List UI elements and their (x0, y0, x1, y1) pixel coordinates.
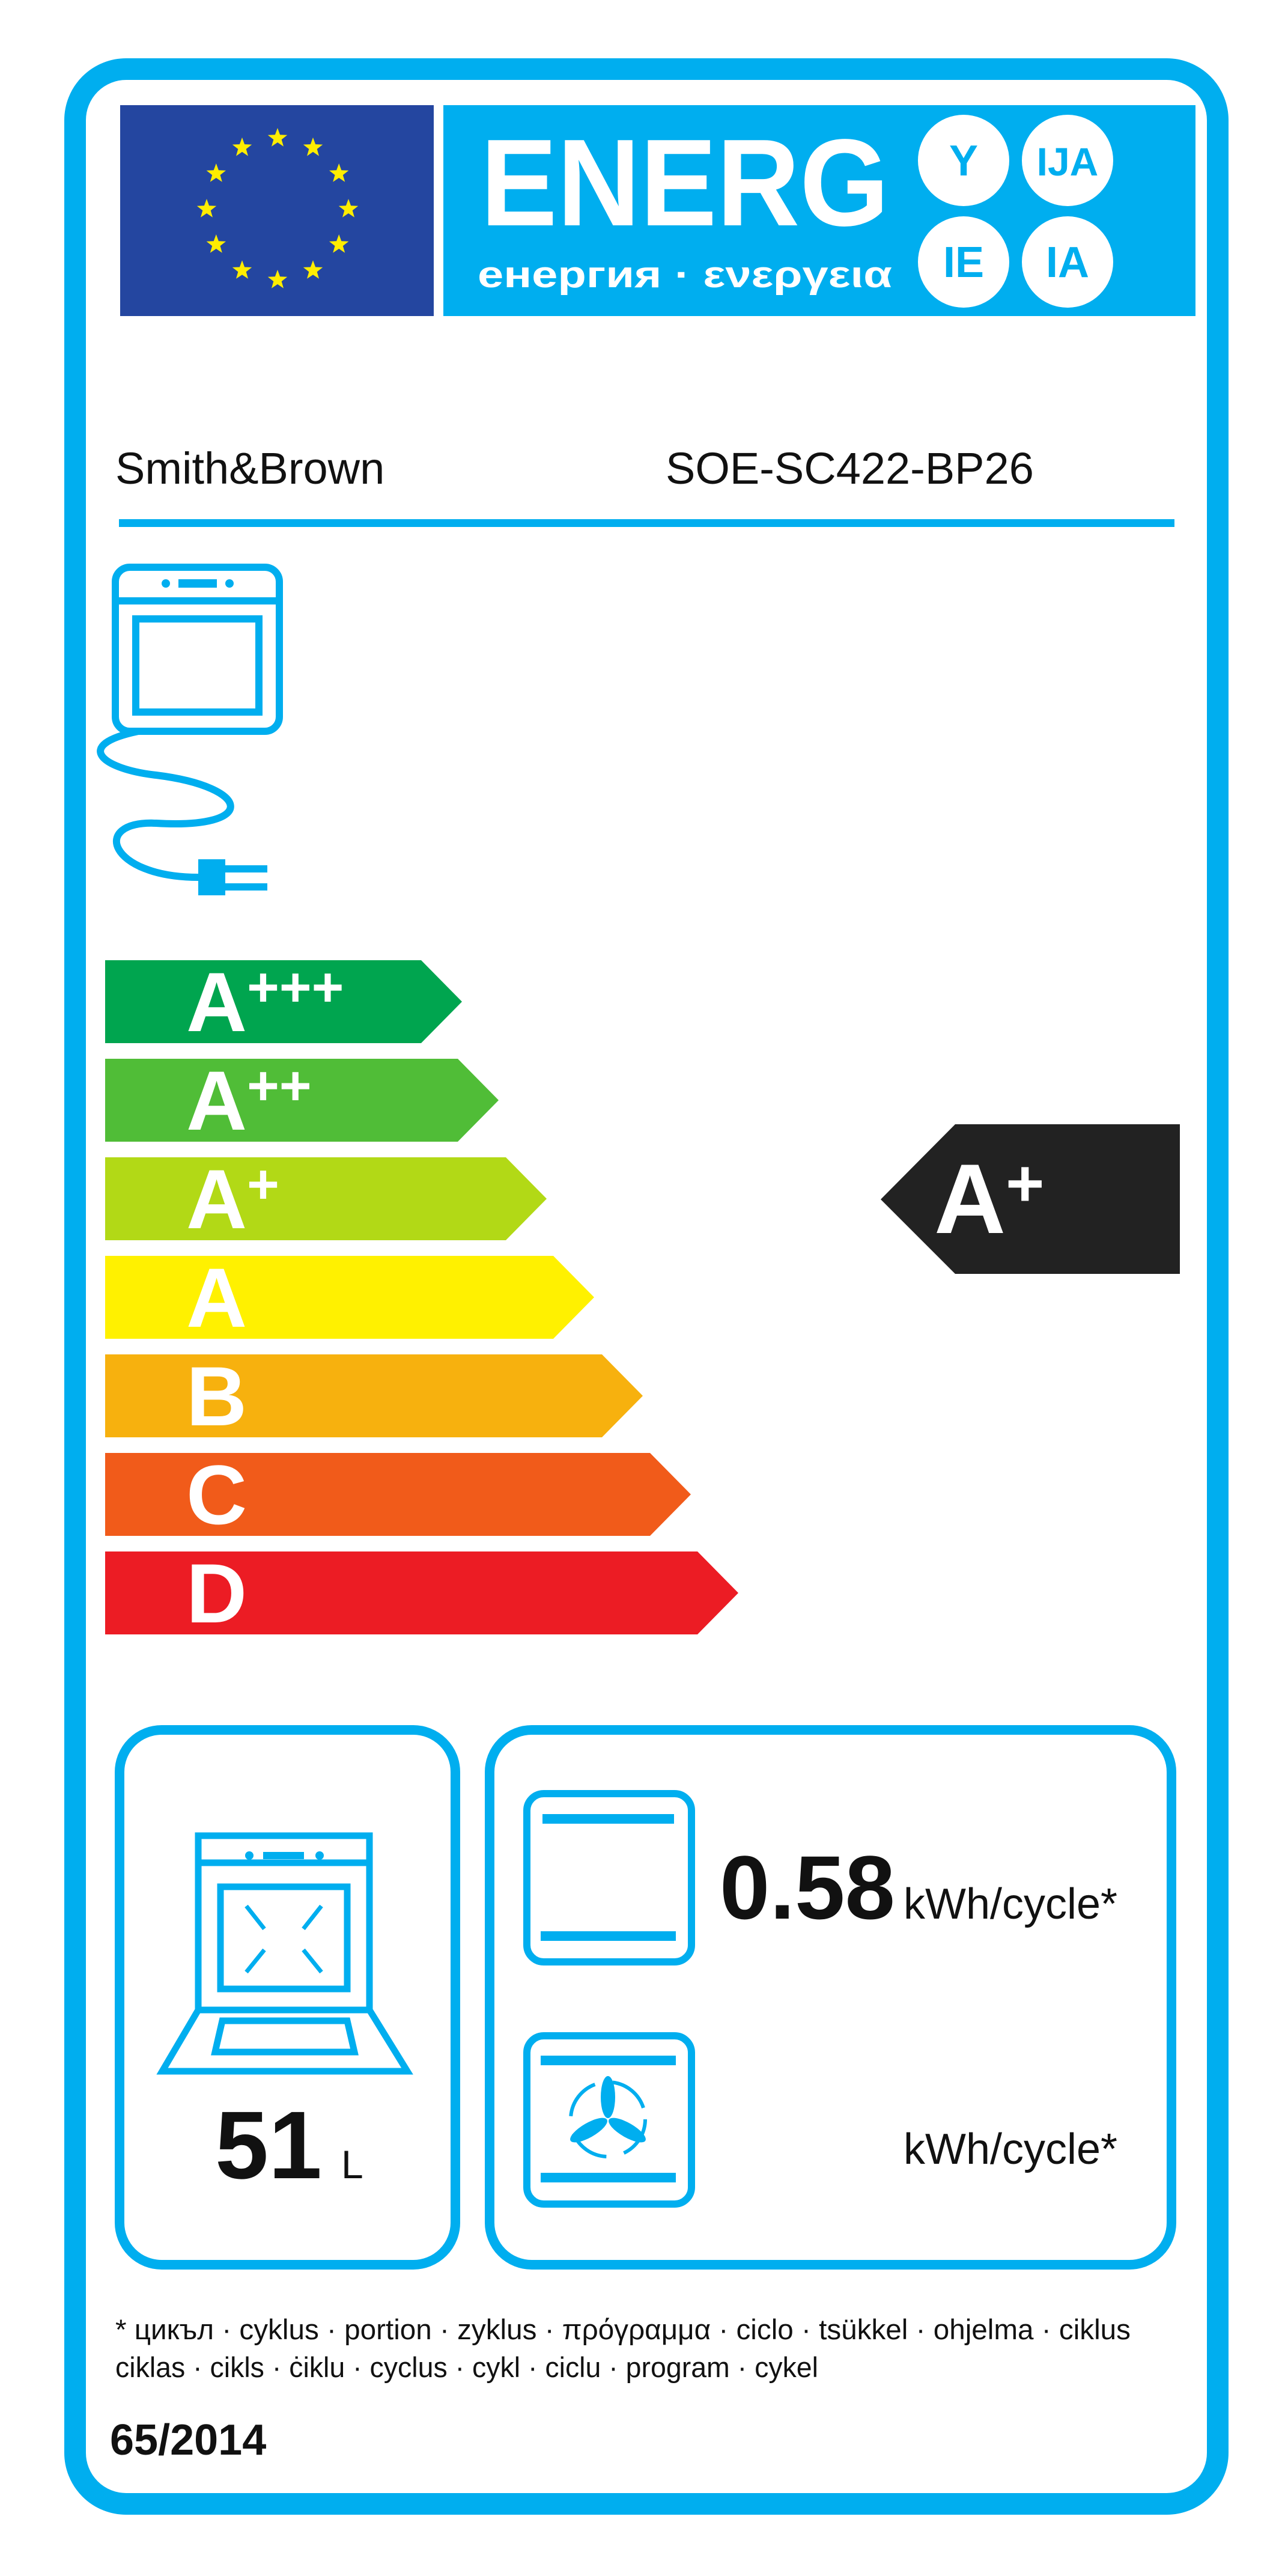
fan-forced-consumption-unit: kWh/cycle* (904, 2125, 1117, 2173)
scale-bar-shape (105, 1256, 594, 1339)
energy-subtitle: енергия · ενεργεια (478, 254, 892, 296)
rating-class: A+ (934, 1143, 1044, 1254)
volume-box (115, 1725, 460, 2270)
circle-label-ie: IE (943, 239, 984, 287)
circle-label-ija: IJA (1037, 139, 1099, 184)
scale-bar-label: A+ (186, 1152, 279, 1246)
star-icon (338, 199, 359, 218)
brand-name: Smith&Brown (115, 443, 384, 493)
scale-bar-5: C (105, 1448, 691, 1542)
oven-volume-icon (156, 1832, 413, 2075)
star-icon (329, 163, 349, 182)
scale-bar-label: D (186, 1546, 247, 1640)
scale-bar-0: A+++ (105, 955, 462, 1049)
scale-bar-label: A+++ (186, 955, 344, 1049)
scale-bar-shape (105, 1059, 499, 1142)
scale-bar-4: B (105, 1349, 643, 1443)
rating-indicator: A+ (881, 1124, 1180, 1274)
circle-label-y: Y (949, 137, 978, 185)
scale-bar-2: A+ (105, 1152, 547, 1246)
electric-oven-icon (97, 564, 283, 895)
circle-label-ia: IA (1046, 239, 1089, 287)
star-icon (267, 270, 288, 288)
model-identifier: SOE-SC422-BP26 (666, 443, 1034, 493)
fan-forced-mode-icon (523, 2032, 695, 2208)
scale-bar-label: B (186, 1349, 247, 1443)
conventional-consumption-unit: kWh/cycle* (904, 1880, 1117, 1928)
volume-unit: L (341, 2142, 363, 2187)
star-icon (329, 234, 349, 253)
conventional-mode-icon (523, 1790, 695, 1965)
scale-bar-shape (105, 960, 462, 1043)
scale-bar-3: A (105, 1250, 594, 1345)
star-icon (206, 234, 226, 253)
scale-bar-shape (105, 1157, 547, 1240)
star-icon (206, 163, 226, 182)
scale-bar-label: A (186, 1250, 247, 1345)
scale-bar-shape (105, 1354, 643, 1437)
star-icon (232, 260, 252, 279)
star-icon (303, 260, 323, 279)
conventional-consumption-value: 0.58 (720, 1837, 895, 1938)
scale-bar-6: D (105, 1546, 738, 1640)
consumption-box (485, 1725, 1176, 2270)
divider-line (119, 519, 1174, 527)
regulation-number: 65/2014 (110, 2416, 266, 2464)
label-frame (64, 58, 1229, 2515)
energy-word: ENERG (481, 114, 889, 252)
language-circles: Y IJA IE IA (918, 115, 1113, 308)
rating-arrow (881, 1124, 1180, 1274)
eu-stars (196, 128, 359, 288)
scale-bar-shape (105, 1551, 738, 1634)
scale-bar-1: A++ (105, 1053, 499, 1148)
scale-bar-label: A++ (186, 1053, 312, 1148)
star-icon (303, 137, 323, 156)
star-icon (232, 137, 252, 156)
footnote-line-1: * цикъл · cyklus · portion · zyklus · πρ… (115, 2313, 1131, 2345)
scale-bar-shape (105, 1453, 691, 1536)
scale-bar-label: C (186, 1448, 247, 1542)
volume-value: 51 (215, 2091, 322, 2199)
footnote-line-2: ciklas · cikls · ċiklu · cyclus · cykl ·… (115, 2351, 818, 2383)
star-icon (267, 128, 288, 147)
star-icon (196, 199, 217, 218)
